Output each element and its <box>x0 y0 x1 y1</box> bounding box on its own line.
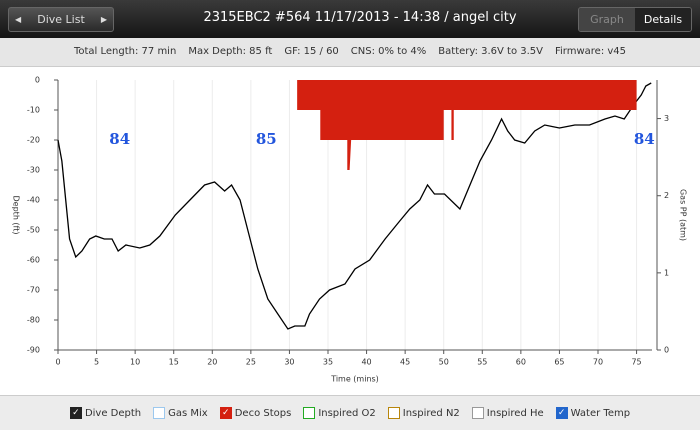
info-item: Total Length: 77 min <box>73 46 177 57</box>
x-tick-label: 65 <box>554 358 564 367</box>
prev-arrow[interactable]: ◀ <box>15 15 22 24</box>
y-tick-label: -80 <box>27 316 40 325</box>
tabs: Graph Details <box>578 7 692 32</box>
legend-label: Inspired He <box>486 407 544 419</box>
y2-tick-label: 1 <box>664 268 669 277</box>
y-tick-label: -90 <box>27 346 40 355</box>
info-item: Firmware: v45 <box>555 46 627 57</box>
legend-item[interactable]: Gas Mix <box>153 407 208 419</box>
water-temp-label: 85 <box>256 130 277 148</box>
x-tick-label: 50 <box>439 358 449 367</box>
x-tick-label: 15 <box>169 358 179 367</box>
legend-label: Deco Stops <box>234 407 292 419</box>
x-tick-label: 40 <box>361 358 371 367</box>
info-item: Battery: 3.6V to 3.5V <box>438 46 543 57</box>
checkbox[interactable] <box>471 407 484 419</box>
checkbox[interactable]: ✓ <box>69 407 82 419</box>
y2-tick-label: 0 <box>664 346 669 355</box>
legend-item[interactable]: ✓ Dive Depth <box>69 407 142 419</box>
x-tick-label: 5 <box>94 358 99 367</box>
legend-item[interactable]: Inspired N2 <box>387 407 460 419</box>
checkbox[interactable]: ✓ <box>219 407 232 419</box>
water-temp-label: 84 <box>109 130 130 148</box>
x-tick-label: 45 <box>400 358 410 367</box>
next-arrow[interactable]: ▶ <box>100 15 107 24</box>
y-tick-label: -10 <box>27 106 40 115</box>
x-tick-label: 30 <box>284 358 294 367</box>
x-tick-label: 60 <box>516 358 526 367</box>
x-axis-label: Time (mins) <box>330 375 379 384</box>
y-tick-label: -20 <box>27 136 40 145</box>
y-tick-label: -50 <box>27 226 40 235</box>
tab[interactable]: Details <box>635 8 691 31</box>
x-tick-label: 70 <box>593 358 603 367</box>
checkbox[interactable] <box>153 407 166 419</box>
checkbox[interactable]: ✓ <box>555 407 568 419</box>
info-item: CNS: 0% to 4% <box>350 46 427 57</box>
y2-tick-label: 3 <box>664 114 669 123</box>
toolbar: ◀ Dive List ▶ 2315EBC2 #564 11/17/2013 -… <box>0 0 700 38</box>
y-tick-label: -30 <box>27 166 40 175</box>
button-label: Dive List <box>37 13 85 26</box>
legend-item[interactable]: Inspired He <box>471 407 544 419</box>
legend-label: Inspired O2 <box>318 407 376 419</box>
info-bar: Total Length: 77 min Max Depth: 85 ft GF: … <box>0 38 700 67</box>
legend: ✓ Dive Depth Gas Mix ✓ Deco Stops Inspired O2… <box>0 395 700 430</box>
x-tick-label: 0 <box>55 358 60 367</box>
y-tick-label: -40 <box>27 196 40 205</box>
checkbox[interactable] <box>303 407 316 419</box>
x-tick-label: 75 <box>631 358 641 367</box>
y-axis-label: Depth (ft) <box>12 196 21 235</box>
tab[interactable]: Graph <box>579 8 635 31</box>
legend-label: Gas Mix <box>168 407 208 419</box>
water-temp-label: 84 <box>634 130 655 148</box>
legend-label: Dive Depth <box>84 407 142 419</box>
y-tick-label: -70 <box>27 286 40 295</box>
x-tick-label: 25 <box>246 358 256 367</box>
legend-item[interactable]: Inspired O2 <box>303 407 376 419</box>
dive-title: 2315EBC2 #564 11/17/2013 - 14:38 / angel… <box>203 10 517 25</box>
checkbox[interactable] <box>387 407 400 419</box>
y-tick-label: -60 <box>27 256 40 265</box>
x-tick-label: 35 <box>323 358 333 367</box>
info-item: Max Depth: 85 ft <box>188 46 273 57</box>
x-tick-label: 20 <box>207 358 217 367</box>
legend-item[interactable]: ✓ Water Temp <box>555 407 631 419</box>
y2-axis-label: Gas PP (atm) <box>679 189 688 241</box>
y-tick-label: 0 <box>35 76 40 85</box>
x-tick-label: 55 <box>477 358 487 367</box>
info-item: GF: 15 / 60 <box>284 46 339 57</box>
chart: 0 5 10 15 20 25 30 35 40 45 50 55 60 65 70 750-10-20-30… <box>12 76 688 384</box>
y2-tick-label: 2 <box>664 191 669 200</box>
x-tick-label: 10 <box>130 358 140 367</box>
legend-label: Water Temp <box>570 407 631 419</box>
legend-item[interactable]: ✓ Deco Stops <box>219 407 292 419</box>
deco-area <box>297 80 637 170</box>
depth-line <box>57 82 652 330</box>
dive-list-button[interactable]: ◀ Dive List ▶ <box>8 7 114 32</box>
legend-label: Inspired N2 <box>402 407 460 419</box>
